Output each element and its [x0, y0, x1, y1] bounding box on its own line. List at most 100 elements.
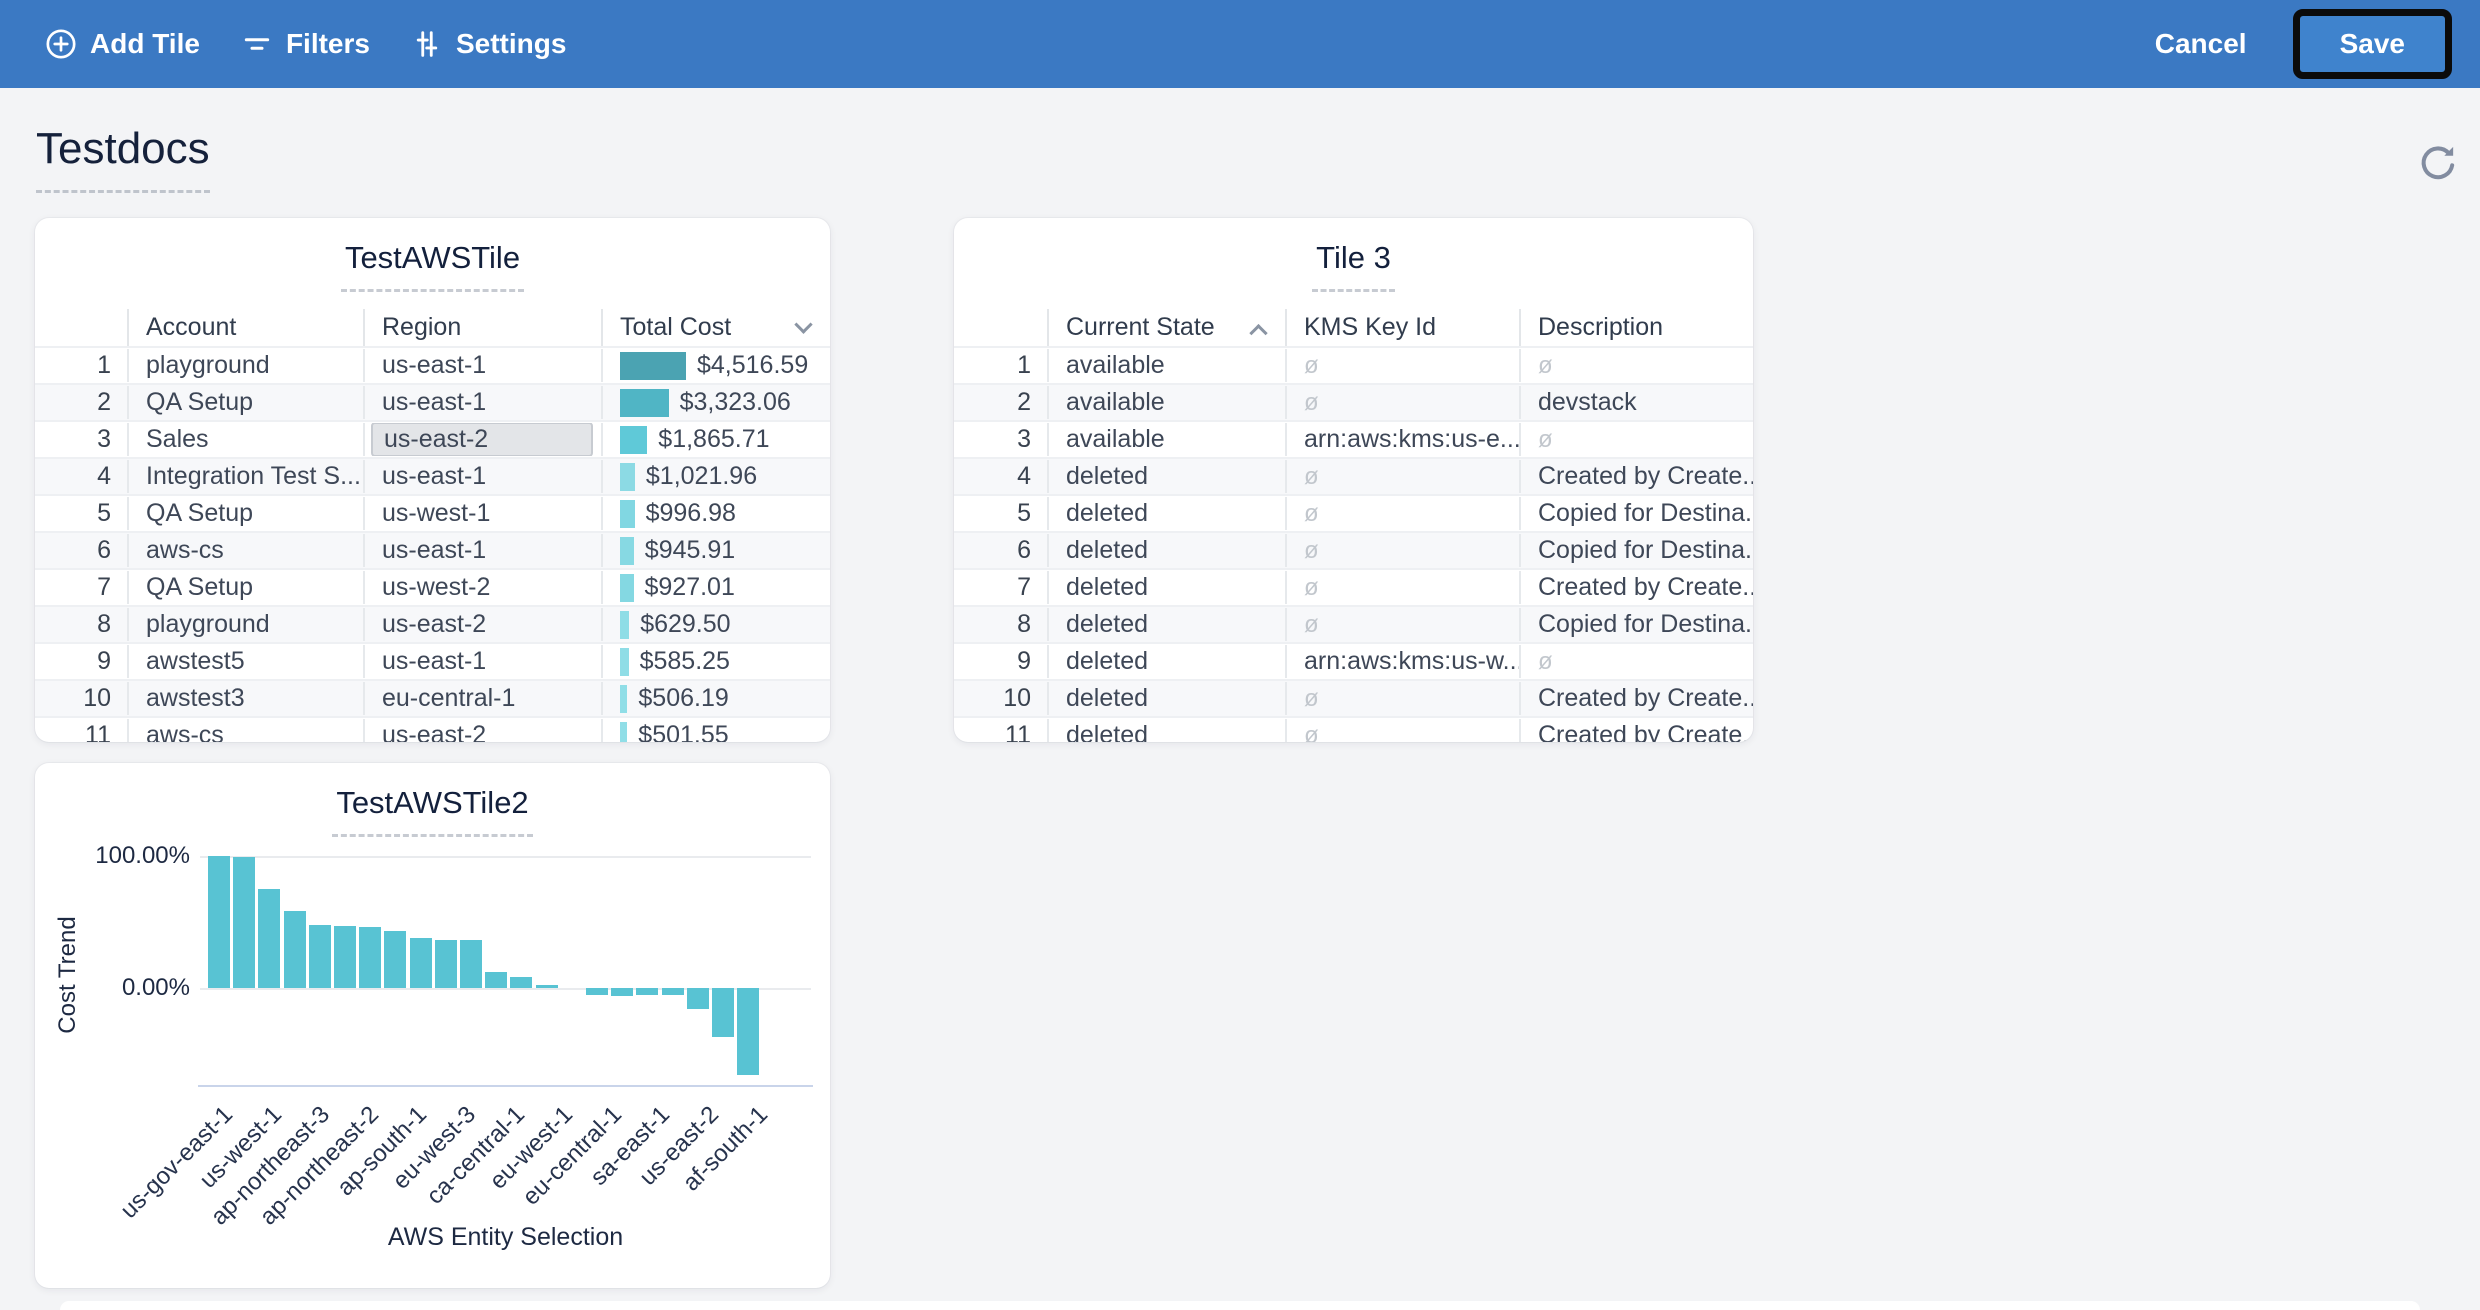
cell-current-state[interactable]: available [1047, 349, 1285, 382]
cell-region[interactable]: us-east-1 [363, 460, 601, 493]
table-row: 9 deleted arn:aws:kms:us-w... ø [954, 642, 1753, 679]
cell-account[interactable]: Integration Test S... [127, 460, 363, 493]
cell-current-state[interactable]: deleted [1047, 682, 1285, 715]
cell-total-cost[interactable]: $506.19 [601, 682, 830, 715]
cell-description[interactable]: ø [1519, 349, 1753, 382]
cell-total-cost[interactable]: $996.98 [601, 497, 830, 530]
cell-account[interactable]: Sales [127, 423, 363, 456]
settings-button[interactable]: Settings [410, 27, 566, 61]
cell-kms-key-id[interactable]: ø [1285, 534, 1519, 567]
cell-current-state[interactable]: deleted [1047, 719, 1285, 742]
cell-account[interactable]: QA Setup [127, 386, 363, 419]
cell-current-state[interactable]: deleted [1047, 645, 1285, 678]
cell-region[interactable]: us-east-2 [363, 423, 601, 456]
add-tile-button[interactable]: Add Tile [44, 27, 200, 61]
cell-total-cost[interactable]: $4,516.59 [601, 349, 830, 382]
page-title[interactable]: Testdocs [36, 124, 210, 193]
cell-description[interactable]: Created by Create... [1519, 460, 1753, 493]
cell-current-state[interactable]: available [1047, 423, 1285, 456]
cell-total-cost[interactable]: $1,021.96 [601, 460, 830, 493]
cell-current-state[interactable]: deleted [1047, 571, 1285, 604]
cell-region[interactable]: us-east-1 [363, 386, 601, 419]
table-row: 7 QA Setup us-west-2 $927.01 [35, 568, 830, 605]
cell-kms-key-id[interactable]: arn:aws:kms:us-w... [1285, 645, 1519, 678]
table-row: 11 deleted ø Created by Create... [954, 716, 1753, 742]
cell-account[interactable]: playground [127, 608, 363, 641]
cell-region[interactable]: us-east-1 [363, 645, 601, 678]
cell-current-state[interactable]: deleted [1047, 460, 1285, 493]
cancel-button[interactable]: Cancel [2145, 14, 2257, 74]
cell-kms-key-id[interactable]: arn:aws:kms:us-e... [1285, 423, 1519, 456]
row-number: 5 [97, 499, 111, 527]
null-value: ø [1304, 721, 1319, 743]
cell-total-cost[interactable]: $927.01 [601, 571, 830, 604]
cell-total-cost[interactable]: $3,323.06 [601, 386, 830, 419]
cell-account[interactable]: aws-cs [127, 534, 363, 567]
cell-description[interactable]: devstack [1519, 386, 1753, 419]
cell-total-cost[interactable]: $501.55 [601, 719, 830, 742]
cell-region[interactable]: us-east-1 [363, 534, 601, 567]
cell-kms-key-id[interactable]: ø [1285, 460, 1519, 493]
cell-description[interactable]: Copied for Destina... [1519, 497, 1753, 530]
refresh-button[interactable] [2412, 138, 2464, 190]
cell-account[interactable]: awstest3 [127, 682, 363, 715]
filters-label: Filters [285, 28, 370, 59]
cell-current-state[interactable]: deleted [1047, 608, 1285, 641]
cell-region[interactable]: us-west-2 [363, 571, 601, 604]
chart-bar [334, 925, 356, 988]
cell-description[interactable]: Created by Create... [1519, 682, 1753, 715]
tile-title-tile3[interactable]: Tile 3 [1312, 240, 1395, 292]
row-number: 3 [1017, 425, 1031, 453]
row-number: 1 [97, 351, 111, 379]
cell-region[interactable]: eu-central-1 [363, 682, 601, 715]
column-header-kms-key-id[interactable]: KMS Key Id [1285, 309, 1519, 346]
null-value: ø [1304, 536, 1319, 564]
column-header-total-cost[interactable]: Total Cost [601, 309, 830, 346]
save-button[interactable]: Save [2292, 9, 2452, 79]
cell-description[interactable]: Copied for Destina... [1519, 534, 1753, 567]
cell-current-state[interactable]: deleted [1047, 534, 1285, 567]
cell-description[interactable]: Created by Create... [1519, 571, 1753, 604]
cell-total-cost[interactable]: $1,865.71 [601, 423, 830, 456]
cell-region[interactable]: us-east-2 [363, 608, 601, 641]
cell-total-cost[interactable]: $585.25 [601, 645, 830, 678]
cell-account[interactable]: QA Setup [127, 571, 363, 604]
cell-kms-key-id[interactable]: ø [1285, 719, 1519, 742]
cell-kms-key-id[interactable]: ø [1285, 349, 1519, 382]
cell-region[interactable]: us-east-1 [363, 349, 601, 382]
cell-kms-key-id[interactable]: ø [1285, 571, 1519, 604]
cell-current-state[interactable]: available [1047, 386, 1285, 419]
cell-kms-key-id[interactable]: ø [1285, 497, 1519, 530]
column-header-region[interactable]: Region [363, 309, 601, 346]
cell-account[interactable]: aws-cs [127, 719, 363, 742]
chart-bar [409, 937, 432, 988]
chart-bar [737, 988, 760, 1076]
cell-region[interactable]: us-west-1 [363, 497, 601, 530]
cell-current-state[interactable]: deleted [1047, 497, 1285, 530]
cell-description[interactable]: ø [1519, 645, 1753, 678]
cell-account[interactable]: awstest5 [127, 645, 363, 678]
table-row: 7 deleted ø Created by Create... [954, 568, 1753, 605]
column-header-description[interactable]: Description [1519, 309, 1753, 346]
tile-title-testawstile[interactable]: TestAWSTile [340, 240, 525, 292]
cell-kms-key-id[interactable]: ø [1285, 682, 1519, 715]
tile-title-testawstile2[interactable]: TestAWSTile2 [332, 785, 533, 837]
chevron-up-icon [1249, 323, 1268, 343]
cell-region[interactable]: us-east-2 [363, 719, 601, 742]
filters-button[interactable]: Filters [240, 27, 370, 61]
cell-description[interactable]: Copied for Destina... [1519, 608, 1753, 641]
cell-account[interactable]: QA Setup [127, 497, 363, 530]
cell-total-cost[interactable]: $945.91 [601, 534, 830, 567]
cell-account[interactable]: playground [127, 349, 363, 382]
y-axis-label: Cost Trend [54, 916, 81, 1034]
column-header-account[interactable]: Account [127, 309, 363, 346]
cell-kms-key-id[interactable]: ø [1285, 608, 1519, 641]
column-header-current-state[interactable]: Current State [1047, 309, 1285, 346]
cell-description[interactable]: Created by Create... [1519, 719, 1753, 742]
row-number: 2 [1017, 388, 1031, 416]
cell-total-cost[interactable]: $629.50 [601, 608, 830, 641]
cell-description[interactable]: ø [1519, 423, 1753, 456]
chart-bar [586, 988, 608, 995]
cell-kms-key-id[interactable]: ø [1285, 386, 1519, 419]
chart-bar [636, 988, 659, 995]
